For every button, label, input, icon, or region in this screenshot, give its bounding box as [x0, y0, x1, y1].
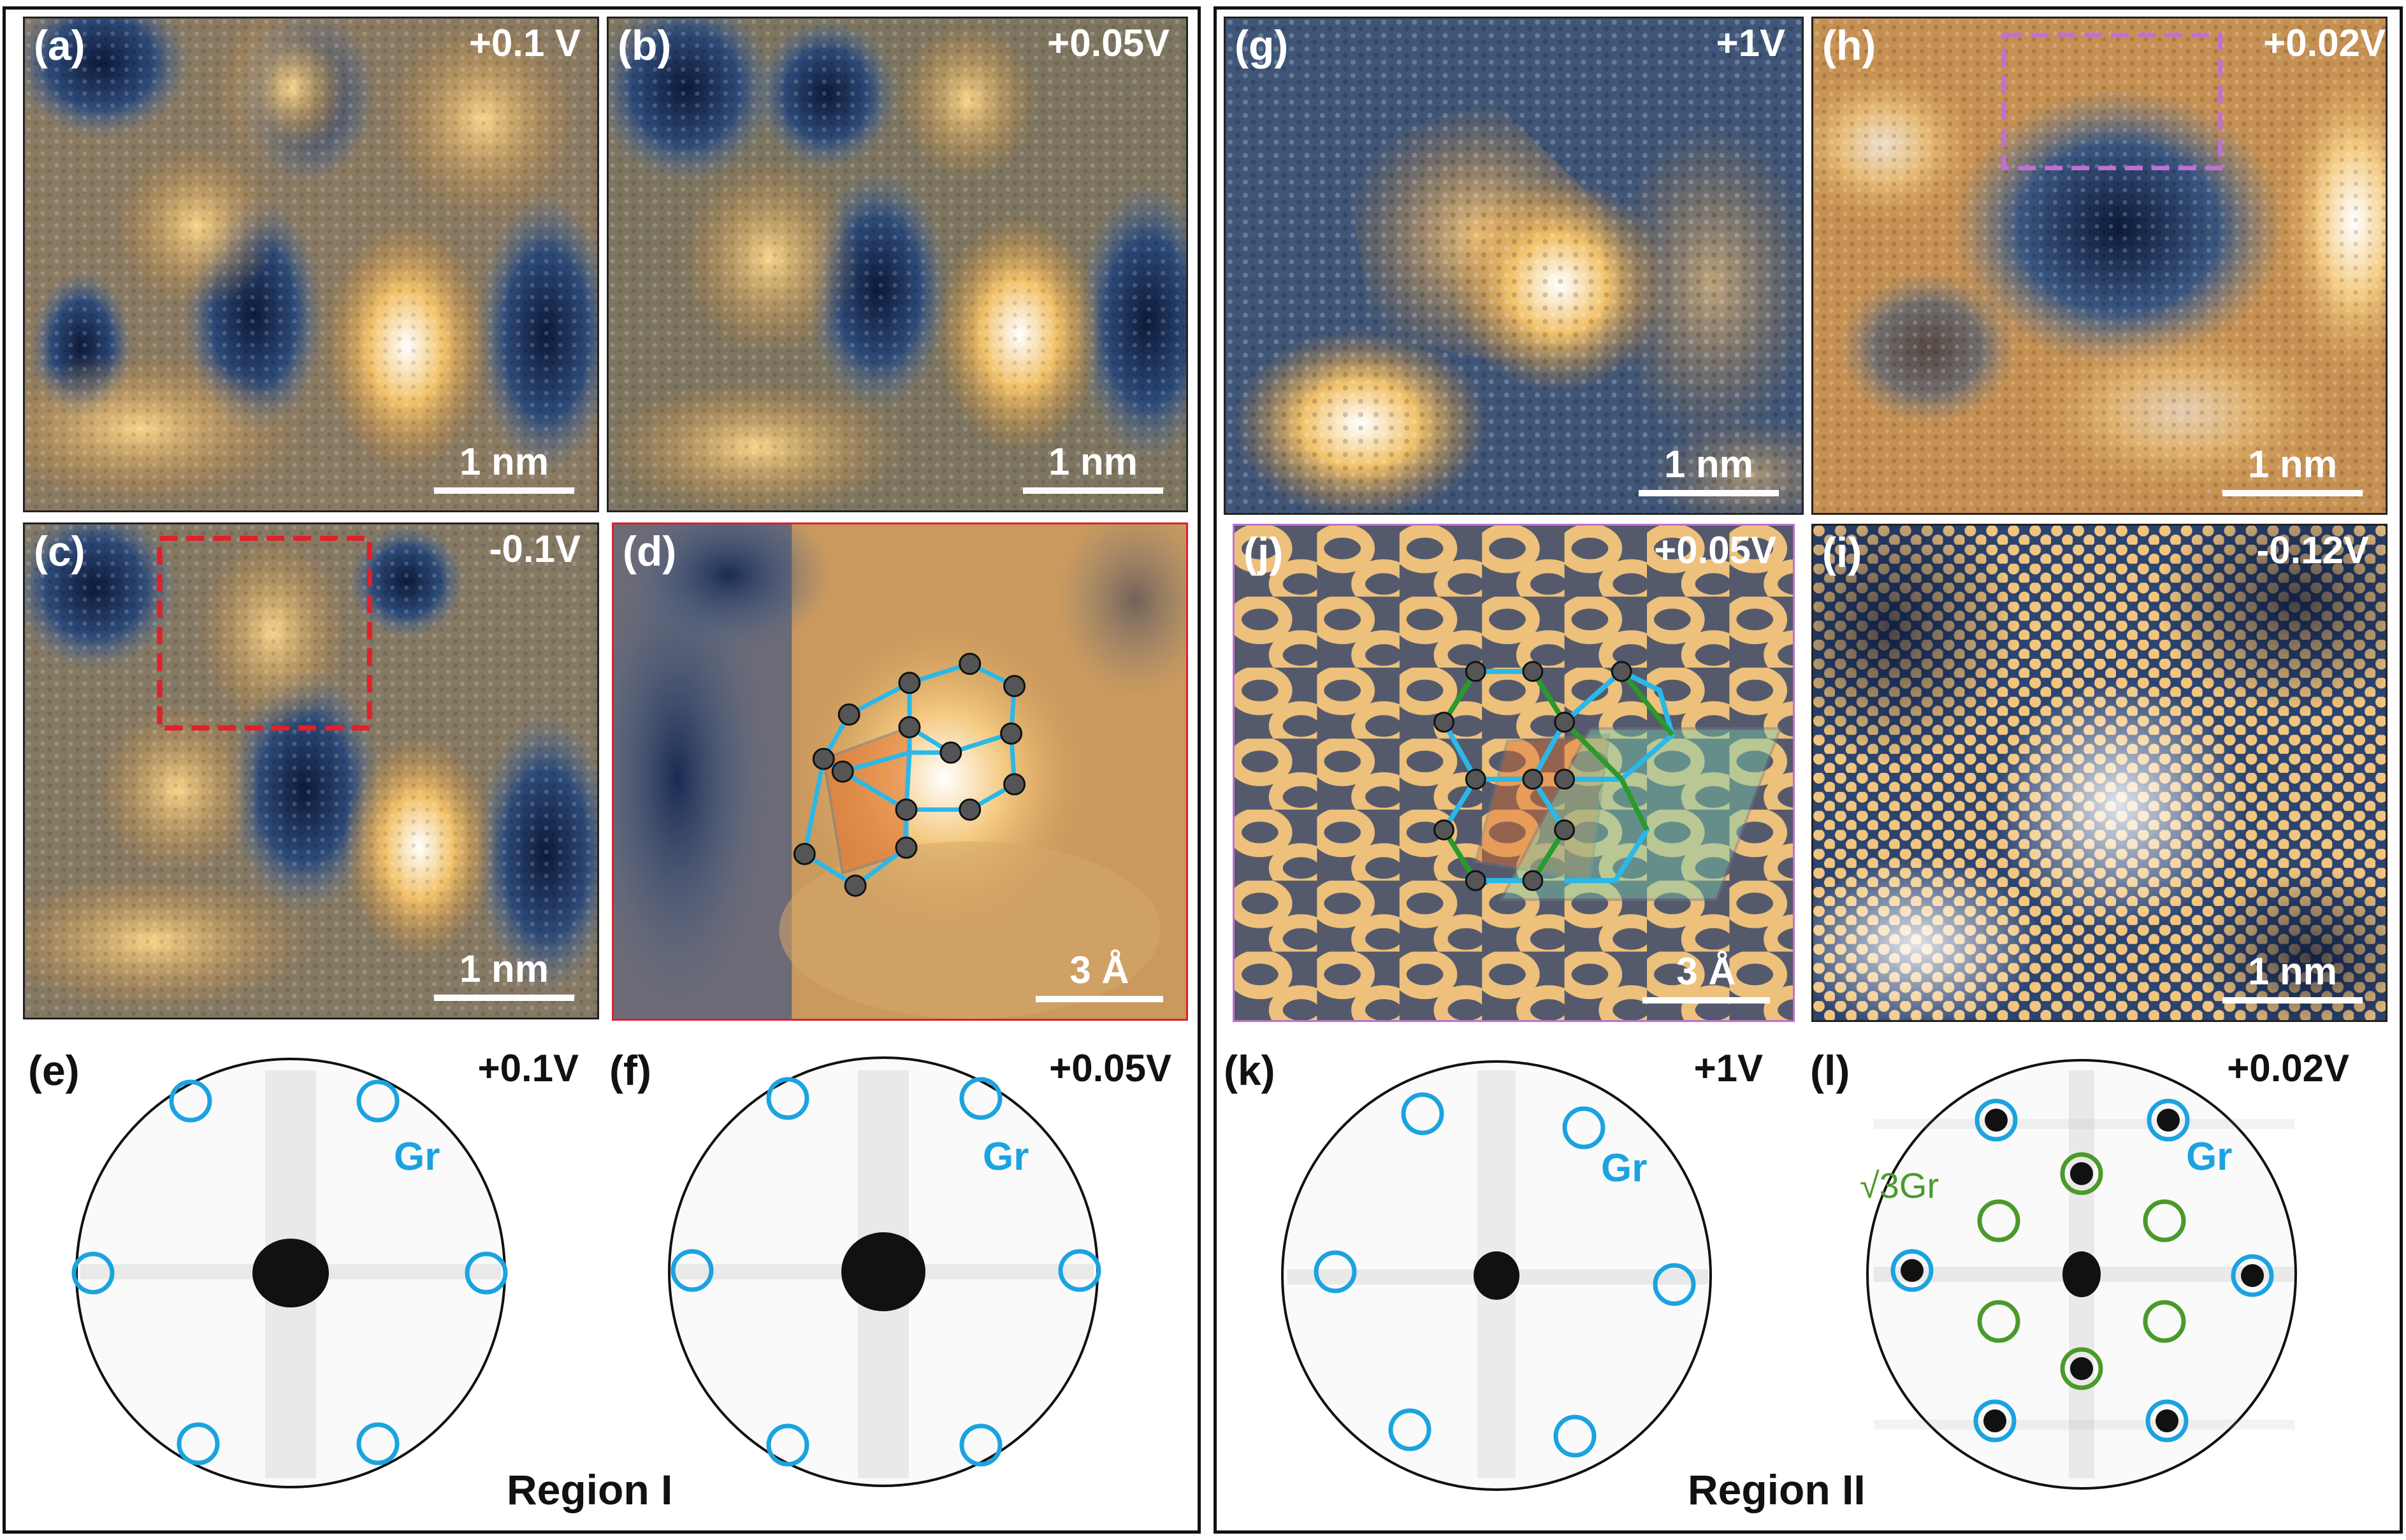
bias-voltage: +0.05V [1654, 529, 1776, 572]
panel-label: (g) [1235, 22, 1289, 69]
scale-bar-label: 1 nm [1663, 443, 1754, 486]
scale-bar-label: 1 nm [459, 440, 549, 483]
panel-f-fft: (f) +0.05V Gr [609, 1032, 1191, 1510]
zoom-region-box [157, 535, 372, 731]
panel-label: (e) [28, 1047, 80, 1094]
bias-voltage: +1V [1716, 22, 1785, 64]
scale-bar: 1 nm [1023, 440, 1163, 494]
panel-label: (d) [623, 528, 677, 575]
panel-b-stm-image: (b) +0.05V 1 nm [607, 17, 1188, 512]
panel-i-stm-image: (i) -0.12V 1 nm [1811, 524, 2388, 1022]
scale-bar-label: 3 Å [1676, 950, 1736, 993]
scale-bar-label: 1 nm [1048, 440, 1138, 483]
graphene-spots [1314, 1092, 1696, 1458]
scale-bar-label: 1 nm [459, 947, 549, 990]
graphene-spots [1890, 1098, 2274, 1443]
panel-label: (k) [1224, 1047, 1275, 1094]
panel-label: (i) [1822, 529, 1862, 576]
region-i-label: Region I [507, 1466, 673, 1513]
panel-k-fft: (k) +1V Gr [1224, 1032, 1805, 1510]
panel-label: (c) [34, 528, 85, 575]
sqrt3-spot-label: √3Gr [1860, 1165, 1939, 1205]
bias-voltage: +0.1V [477, 1047, 579, 1090]
scale-bar: 1 nm [434, 440, 574, 494]
scale-bar: 3 Å [1642, 949, 1770, 1004]
graphene-spots [71, 1079, 508, 1465]
scale-bar: 1 nm [2222, 949, 2363, 1004]
region-ii-label: Region II [1688, 1466, 1866, 1513]
panel-label: (b) [618, 22, 672, 69]
panel-label: (f) [609, 1047, 651, 1094]
panel-label: (j) [1243, 529, 1284, 576]
bias-voltage: -0.12V [2256, 529, 2369, 572]
panel-c-stm-image: (c) -0.1V 1 nm [23, 522, 599, 1019]
panel-label: (a) [34, 22, 85, 69]
scale-bar: 1 nm [2222, 442, 2363, 496]
bias-voltage: +0.05V [1047, 22, 1170, 64]
bias-voltage: -0.1V [489, 528, 581, 570]
panel-a-stm-image: (a) +0.1 V 1 nm [23, 17, 599, 512]
panel-d-zoom-image: (d) 3 Å [612, 522, 1188, 1021]
panel-label: (h) [1822, 22, 1876, 69]
bias-voltage: +1V [1693, 1047, 1763, 1090]
panel-l-fft: (l) +0.02V Gr √3Gr [1810, 1032, 2391, 1510]
scale-bar-label: 1 nm [2247, 443, 2338, 486]
scale-bar: 3 Å [1036, 948, 1163, 1002]
scale-bar: 1 nm [1639, 442, 1779, 496]
bright-spots [1901, 1109, 2264, 1432]
panel-h-stm-image: (h) +0.02V 1 nm [1811, 17, 2388, 515]
scale-bar-label: 1 nm [2247, 950, 2338, 993]
bias-voltage: +0.05V [1049, 1047, 1171, 1090]
graphene-spot-label: Gr [983, 1135, 1029, 1179]
panel-label: (l) [1810, 1047, 1850, 1094]
sqrt3-graphene-spots [1977, 1152, 2186, 1390]
graphene-spot-label: Gr [394, 1135, 440, 1179]
panel-j-zoom-image: (j) +0.05V 3 Å [1233, 524, 1795, 1022]
graphene-spot-label: Gr [2186, 1135, 2233, 1179]
bias-voltage: +0.02V [2227, 1047, 2349, 1090]
scale-bar: 1 nm [434, 947, 574, 1001]
carbon-atoms [793, 652, 1026, 897]
panel-e-fft: (e) +0.1V Gr [23, 1032, 604, 1510]
panel-g-stm-image: (g) +1V 1 nm [1224, 17, 1804, 515]
bias-voltage: +0.1 V [468, 22, 581, 64]
graphene-spots [670, 1077, 1101, 1467]
region-ii-frame [1214, 6, 2403, 1534]
carbon-atoms [1433, 661, 1632, 891]
region-i-frame [3, 6, 1201, 1534]
scale-bar-label: 3 Å [1069, 949, 1129, 991]
zoom-region-box [2001, 32, 2223, 171]
bias-voltage: +0.02V [2263, 22, 2386, 64]
graphene-spot-label: Gr [1601, 1146, 1648, 1190]
